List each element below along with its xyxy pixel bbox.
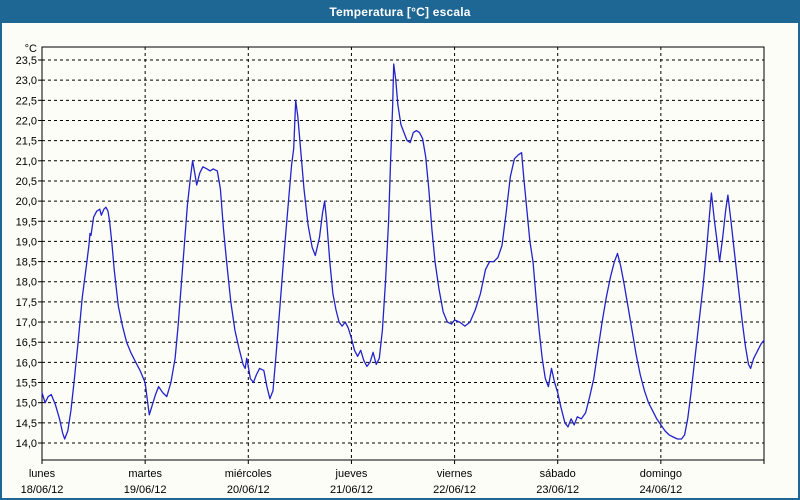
x-day-label: lunes: [29, 468, 56, 480]
y-tick-label: 19,0: [16, 236, 37, 248]
y-tick-label: 17,0: [16, 317, 37, 329]
x-date-label: 21/06/12: [330, 484, 373, 496]
x-day-label: domingo: [640, 468, 682, 480]
x-day-label: miércoles: [225, 468, 273, 480]
x-date-label: 20/06/12: [227, 484, 270, 496]
y-tick-label: 17,5: [16, 297, 37, 309]
y-tick-label: 14,0: [16, 438, 37, 450]
y-tick-label: 23,5: [16, 55, 37, 67]
y-tick-label: 20,5: [16, 176, 37, 188]
y-tick-label: 16,5: [16, 337, 37, 349]
x-day-label: martes: [128, 468, 162, 480]
x-date-label: 22/06/12: [433, 484, 476, 496]
y-tick-label: 18,0: [16, 277, 37, 289]
y-tick-label: 20,0: [16, 196, 37, 208]
y-tick-label: 16,0: [16, 357, 37, 369]
x-day-label: jueves: [335, 468, 368, 480]
temperature-line: [41, 63, 765, 440]
y-tick-label: 21,0: [16, 156, 37, 168]
y-tick-label: 22,5: [16, 95, 37, 107]
y-tick-label: 22,0: [16, 115, 37, 127]
window-title-bar: Temperatura [°C] escala: [2, 2, 798, 23]
plot-frame: [41, 46, 765, 461]
y-tick-label: 23,0: [16, 75, 37, 87]
y-tick-label: 14,5: [16, 418, 37, 430]
x-date-label: 19/06/12: [124, 484, 167, 496]
x-day-label: sábado: [540, 468, 576, 480]
x-day-label: viernes: [437, 468, 473, 480]
y-tick-label: 15,0: [16, 398, 37, 410]
x-date-label: 24/06/12: [639, 484, 682, 496]
window-title: Temperatura [°C] escala: [329, 5, 471, 19]
x-date-label: 23/06/12: [536, 484, 579, 496]
y-tick-label: 21,5: [16, 136, 37, 148]
y-tick-label: 15,5: [16, 378, 37, 390]
y-axis-unit-label: °C: [25, 43, 37, 55]
y-tick-label: 19,5: [16, 216, 37, 228]
y-tick-label: 18,5: [16, 257, 37, 269]
x-date-label: 18/06/12: [21, 484, 64, 496]
